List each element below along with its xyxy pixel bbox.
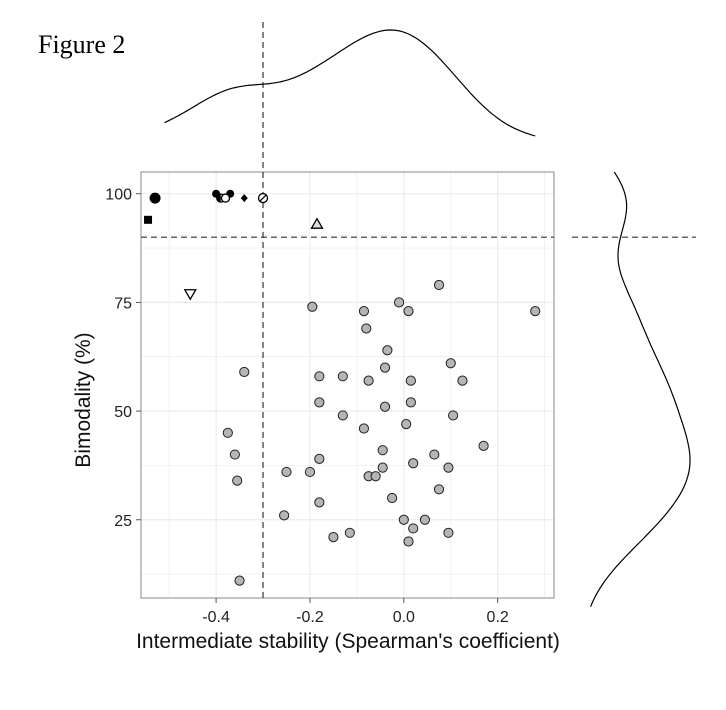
data-point xyxy=(314,497,325,508)
data-point xyxy=(405,375,416,386)
marker-open-triangle-down xyxy=(183,289,197,301)
data-point xyxy=(443,527,454,538)
data-point xyxy=(457,375,468,386)
data-point xyxy=(328,532,339,543)
data-point xyxy=(307,301,318,312)
data-point xyxy=(337,410,348,421)
marker-filled-circle-large xyxy=(149,192,161,204)
data-point xyxy=(419,514,431,525)
data-point xyxy=(429,449,440,460)
x-tick-label: 0.0 xyxy=(393,609,415,626)
data-point xyxy=(358,306,370,317)
y-tick-label: 50 xyxy=(114,404,132,421)
data-point xyxy=(403,536,414,547)
data-point xyxy=(394,297,405,308)
figure-label: Figure 2 xyxy=(38,30,125,59)
y-tick-label: 100 xyxy=(105,187,132,204)
data-point xyxy=(408,523,419,534)
data-point xyxy=(222,427,233,438)
panel-background xyxy=(141,172,554,598)
data-point xyxy=(433,279,445,291)
data-point xyxy=(239,366,250,378)
marker-circle-half-fill xyxy=(216,194,221,203)
y-axis-title: Bimodality (%) xyxy=(72,332,95,467)
data-point xyxy=(379,401,391,412)
data-point xyxy=(363,375,374,386)
data-point xyxy=(304,466,316,478)
data-point xyxy=(358,423,370,434)
data-point xyxy=(379,362,391,373)
data-point xyxy=(234,575,245,586)
highlighted-points xyxy=(144,189,324,301)
data-point xyxy=(433,484,445,495)
top-density-curve xyxy=(164,29,536,137)
data-point xyxy=(530,306,541,317)
y-tick-label: 75 xyxy=(114,295,132,312)
data-point xyxy=(337,371,348,382)
data-point xyxy=(408,458,419,469)
data-point xyxy=(377,445,388,456)
right-marginal-density xyxy=(590,171,691,607)
data-point xyxy=(279,510,290,521)
y-axis-ticks: 25 50 75 100 xyxy=(105,187,141,530)
data-point xyxy=(314,453,325,464)
data-point xyxy=(377,462,388,473)
marker-circle-slash-line xyxy=(259,194,267,202)
data-point xyxy=(314,371,325,382)
x-axis-title: Intermediate stability (Spearman's coeff… xyxy=(136,630,560,653)
data-point xyxy=(232,475,243,486)
x-axis-ticks: -0.4 -0.2 0.0 0.2 xyxy=(202,598,509,626)
data-point xyxy=(229,449,240,460)
x-tick-label: -0.4 xyxy=(202,609,230,626)
data-point xyxy=(370,471,381,482)
data-point xyxy=(401,419,412,430)
marker-filled-square xyxy=(144,215,153,224)
marker-open-circle xyxy=(220,193,231,203)
marker-filled-diamond xyxy=(240,194,248,203)
top-marginal-density xyxy=(164,29,536,137)
panel-border xyxy=(140,171,555,599)
data-point xyxy=(445,358,456,369)
data-point xyxy=(447,410,459,421)
data-point xyxy=(382,345,393,356)
plot-panel xyxy=(140,171,555,599)
x-tick-label: -0.2 xyxy=(296,609,324,626)
right-density-curve xyxy=(590,171,691,607)
x-tick-label: 0.2 xyxy=(487,609,509,626)
data-point xyxy=(281,466,292,478)
scatter-points xyxy=(222,279,541,586)
marker-open-triangle-up xyxy=(310,217,324,229)
threshold-lines xyxy=(141,22,696,598)
data-point xyxy=(386,492,398,504)
y-tick-label: 25 xyxy=(114,513,132,530)
data-point xyxy=(403,306,414,317)
data-point xyxy=(344,527,355,538)
data-point xyxy=(398,514,409,525)
data-point xyxy=(443,462,454,473)
data-point xyxy=(361,323,372,334)
data-point xyxy=(314,397,325,408)
data-point xyxy=(478,440,489,451)
data-point xyxy=(405,397,416,408)
